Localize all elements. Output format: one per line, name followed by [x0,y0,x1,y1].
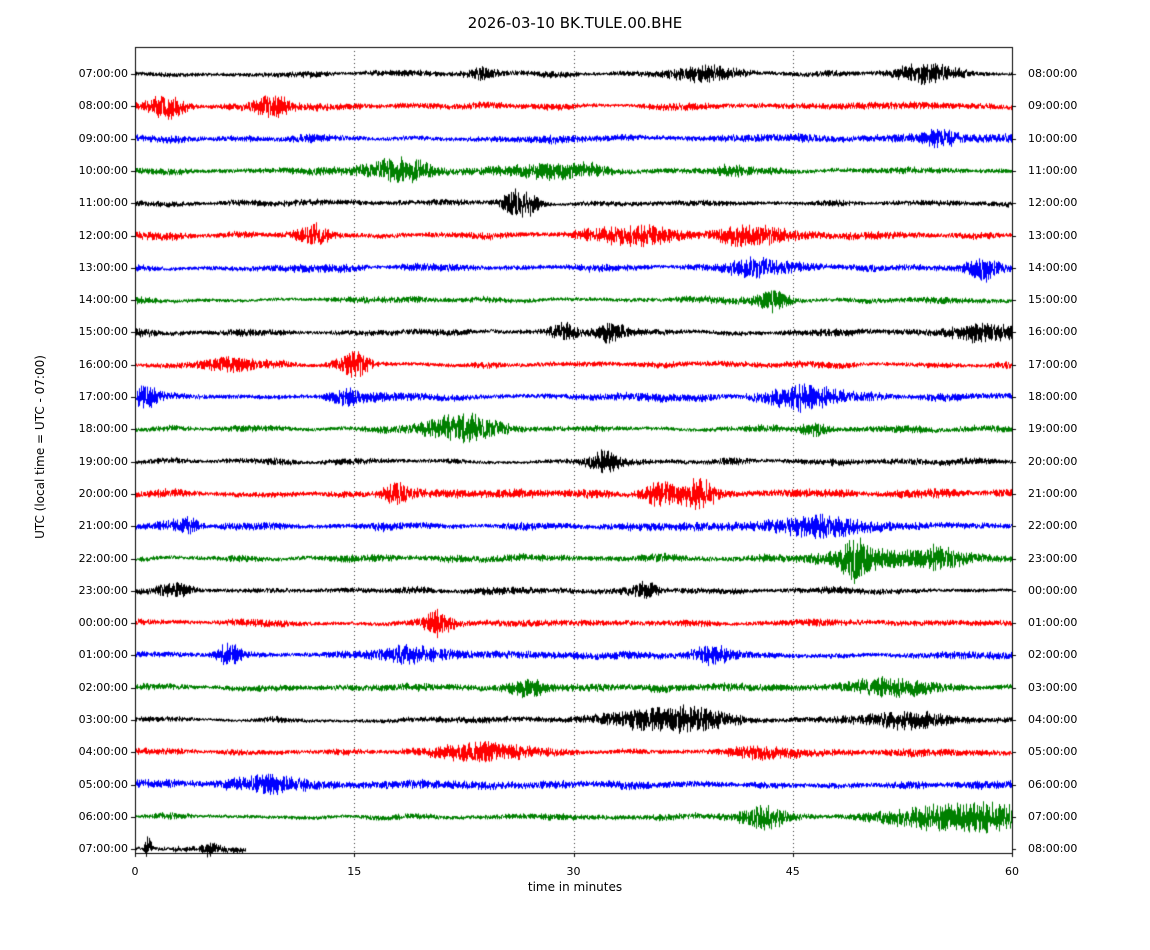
y-axis-right-tick-label: 16:00:00 [1028,325,1078,339]
x-axis-tick-label: 15 [347,865,362,878]
y-axis-left-tick-label: 15:00:00 [78,325,128,339]
y-axis-right-tick-label: 14:00:00 [1028,260,1078,274]
y-axis-left-tick-label: 13:00:00 [78,260,128,274]
y-axis-left-tick-label: 05:00:00 [78,777,128,791]
y-axis-left-tick-label: 19:00:00 [78,454,128,468]
y-axis-right-tick-label: 22:00:00 [1028,519,1078,533]
y-axis-right-tick-label: 21:00:00 [1028,486,1078,500]
y-axis-left-tick-label: 07:00:00 [78,67,128,80]
y-axis-left-tick-label: 02:00:00 [78,680,128,694]
y-axis-left-tick-label: 04:00:00 [78,745,128,759]
y-axis-right-tick-label: 02:00:00 [1028,648,1078,662]
y-axis-right-tick-label: 23:00:00 [1028,551,1078,565]
y-axis-left-tick-label: 06:00:00 [78,809,128,823]
y-axis-right-tick-label: 03:00:00 [1028,680,1078,694]
y-axis-left-tick-label: 01:00:00 [78,648,128,662]
y-axis-left-tick-label: 17:00:00 [78,390,128,403]
x-axis-tick-label: 45 [785,865,800,878]
y-axis-right-tick-label: 07:00:00 [1028,809,1078,823]
x-axis-label: time in minutes [527,880,623,894]
y-axis-left-tick-label: 20:00:00 [78,486,128,500]
y-axis-left-tick-label: 16:00:00 [78,357,128,371]
y-axis-right-tick-label: 04:00:00 [1028,713,1078,726]
y-axis-left-tick-label: 09:00:00 [78,131,128,145]
y-axis-left-tick-label: 23:00:00 [78,583,128,597]
y-axis-left-tick-label: 03:00:00 [78,713,128,726]
y-axis-left-tick-label: 18:00:00 [78,422,128,436]
y-axis-left-tick-label: 21:00:00 [78,519,128,533]
y-axis-left-tick-label: 22:00:00 [78,551,128,565]
y-axis-left-tick-label: 14:00:00 [78,293,128,307]
y-axis-left-tick-label: 00:00:00 [78,616,128,630]
y-axis-right-tick-label: 10:00:00 [1028,131,1078,145]
y-axis-right-tick-label: 08:00:00 [1028,67,1078,80]
y-axis-right-tick-label: 17:00:00 [1028,357,1078,371]
x-axis-tick-label: 0 [131,865,139,878]
y-axis-right-tick-label: 20:00:00 [1028,454,1078,468]
y-axis-right-tick-label: 00:00:00 [1028,583,1078,597]
y-axis-left-tick-label: 10:00:00 [78,163,128,177]
y-axis-right-tick-label: 11:00:00 [1028,163,1078,177]
y-axis-right-tick-label: 01:00:00 [1028,616,1078,630]
y-axis-right-tick-label: 06:00:00 [1028,777,1078,791]
y-axis-right-tick-label: 19:00:00 [1028,422,1078,436]
y-axis-right-tick-label: 05:00:00 [1028,745,1078,759]
y-axis-right-tick-label: 08:00:00 [1028,842,1078,856]
x-axis-tick-label: 60 [1005,865,1019,878]
y-axis-right-tick-label: 12:00:00 [1028,196,1078,210]
y-axis-left-tick-label: 08:00:00 [78,99,128,113]
y-axis-right-tick-label: 13:00:00 [1028,228,1078,242]
y-axis-left-tick-label: 07:00:00 [78,842,128,856]
y-axis-left-tick-label: 11:00:00 [78,196,128,210]
y-axis-right-tick-label: 15:00:00 [1028,293,1078,307]
page-title: 2026-03-10 BK.TULE.00.BHE [467,14,683,32]
x-axis-tick-label: 30 [566,865,581,878]
y-axis-right-tick-label: 09:00:00 [1028,99,1078,113]
y-axis-left-tick-label: 12:00:00 [78,228,128,242]
y-axis-right-tick-label: 18:00:00 [1028,390,1078,403]
